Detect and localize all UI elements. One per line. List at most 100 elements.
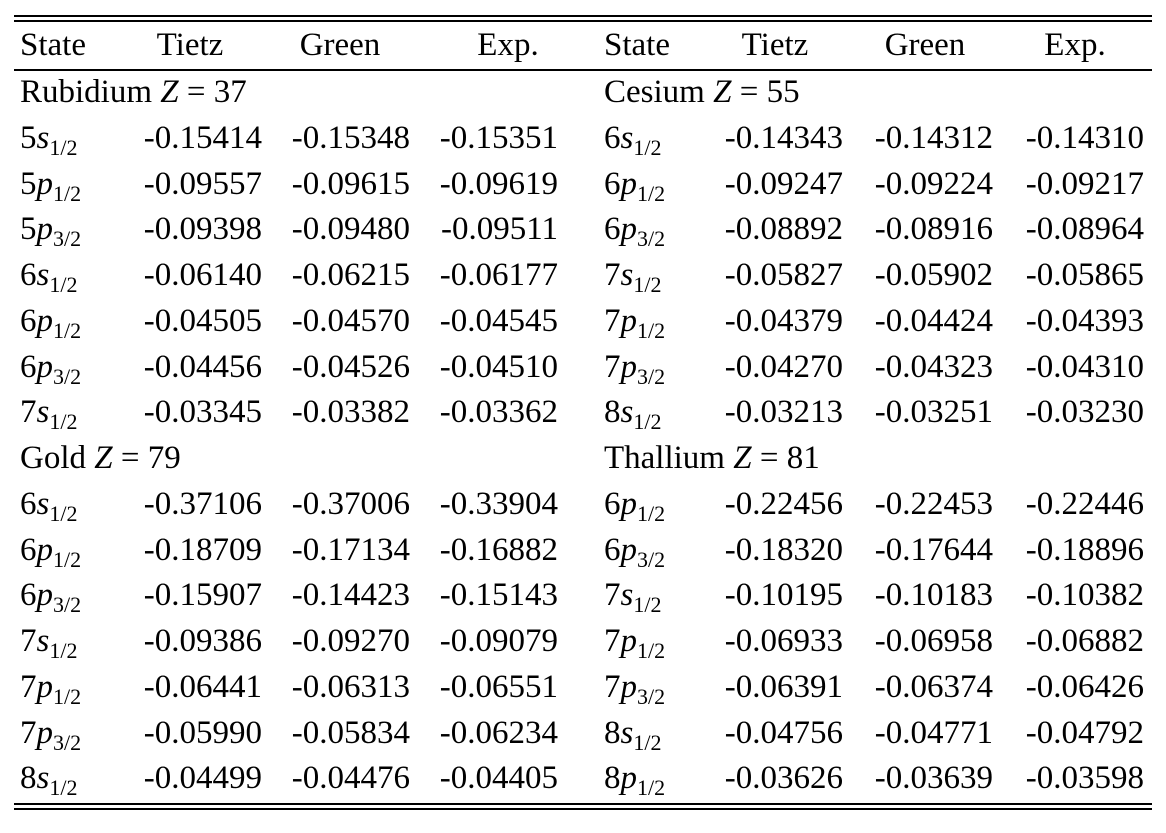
energy-value: -0.06958 — [874, 623, 993, 659]
energy-value: -0.09398 — [143, 211, 262, 248]
total-j: 1/2 — [49, 638, 78, 663]
state: 7p3/2 — [604, 347, 665, 388]
total-j: 1/2 — [49, 134, 78, 160]
energy-value: -0.22456 — [724, 485, 843, 522]
state: 7p1/2 — [604, 621, 665, 662]
principal-n: 7 — [604, 302, 621, 339]
relation: = — [186, 74, 206, 110]
total-j: 1/2 — [49, 775, 78, 801]
column-header: State — [20, 27, 86, 63]
state: 6p3/2 — [20, 347, 82, 389]
energy-value: -0.05827 — [724, 257, 843, 293]
energy-value: -0.06551 — [439, 668, 558, 705]
relation: = — [759, 440, 779, 476]
element-name: Gold — [20, 440, 86, 476]
orbital: p — [36, 165, 54, 202]
orbital: p — [620, 760, 638, 797]
orbital: s — [36, 760, 50, 797]
energy-value: -0.10382 — [1025, 577, 1144, 614]
energy-value: -0.06215 — [291, 257, 410, 293]
state: 7s1/2 — [604, 575, 662, 618]
energy-value: -0.17134 — [291, 531, 410, 568]
energy-value: -0.15348 — [291, 119, 410, 156]
state: 7p3/2 — [604, 667, 665, 708]
bottom-rule — [14, 803, 1152, 805]
orbital: s — [620, 257, 634, 293]
principal-n: 6 — [604, 531, 621, 568]
principal-n: 7 — [20, 714, 37, 751]
energy-value: -0.09615 — [291, 165, 410, 202]
energy-value: -0.08892 — [724, 211, 843, 248]
energy-value: -0.09247 — [724, 165, 843, 202]
principal-n: 8 — [604, 394, 621, 431]
element-name: Cesium — [604, 74, 705, 110]
energy-value: -0.04756 — [724, 714, 843, 751]
orbital: p — [620, 485, 638, 522]
energy-value: -0.06140 — [143, 257, 262, 293]
column-header: Green — [299, 27, 381, 63]
orbital: s — [36, 257, 50, 293]
state: 5p3/2 — [20, 209, 81, 250]
total-j: 1/2 — [633, 409, 662, 435]
state: 8s1/2 — [604, 392, 662, 435]
energy-value: -0.04570 — [291, 302, 410, 339]
z-symbol: Z — [160, 74, 179, 110]
total-j: 3/2 — [637, 546, 666, 572]
principal-n: 7 — [604, 623, 621, 659]
state: 8s1/2 — [20, 758, 78, 801]
energy-value: -0.05834 — [291, 714, 410, 751]
total-j: 1/2 — [53, 546, 82, 572]
energy-value: -0.33904 — [439, 485, 558, 522]
total-j: 1/2 — [633, 592, 662, 618]
energy-value: -0.09079 — [439, 623, 558, 659]
energy-value: -0.09217 — [1025, 165, 1144, 202]
energy-value: -0.06374 — [874, 668, 993, 705]
principal-n: 6 — [20, 577, 37, 614]
total-j: 1/2 — [53, 180, 82, 206]
orbital: p — [36, 668, 54, 705]
principal-n: 7 — [20, 668, 37, 705]
orbital: s — [620, 394, 634, 431]
energy-value: -0.03626 — [724, 760, 843, 797]
atomic-number: 37 — [213, 74, 247, 110]
state: 7s1/2 — [20, 621, 78, 663]
principal-n: 7 — [604, 577, 621, 614]
energy-value: -0.15351 — [439, 119, 558, 156]
energy-value: -0.14423 — [291, 577, 410, 614]
state: 7p1/2 — [604, 301, 665, 342]
energy-value: -0.04792 — [1025, 714, 1144, 751]
total-j: 3/2 — [53, 363, 82, 389]
column-header: State — [604, 27, 670, 63]
principal-n: 6 — [604, 485, 621, 522]
energy-value: -0.09619 — [439, 165, 558, 202]
energy-value: -0.18896 — [1025, 531, 1144, 568]
principal-n: 6 — [604, 211, 621, 248]
principal-n: 5 — [20, 165, 37, 202]
orbital: p — [620, 165, 638, 202]
principal-n: 7 — [604, 348, 621, 385]
column-header: Exp. — [477, 27, 539, 63]
relation: = — [120, 440, 140, 476]
z-symbol: Z — [94, 440, 113, 476]
element-name: Rubidium — [20, 74, 153, 110]
state: 6p1/2 — [604, 484, 666, 526]
bottom-rule — [14, 808, 1152, 810]
orbital: p — [620, 531, 638, 568]
section-header: Cesium Z = 55 — [604, 72, 800, 112]
energy-value: -0.04771 — [874, 714, 993, 751]
energy-value: -0.09511 — [440, 211, 558, 248]
energy-value: -0.09386 — [143, 623, 262, 659]
principal-n: 7 — [604, 257, 621, 293]
energy-value: -0.04270 — [724, 348, 843, 385]
orbital: p — [36, 348, 54, 385]
atomic-number: 79 — [147, 440, 181, 476]
total-j: 1/2 — [637, 500, 666, 526]
energy-value: -0.37106 — [143, 485, 262, 522]
energy-value: -0.10183 — [874, 577, 993, 614]
column-header: Green — [884, 27, 966, 63]
column-header: Tietz — [741, 27, 809, 63]
energy-value: -0.05990 — [143, 714, 262, 751]
state: 6p3/2 — [20, 575, 81, 616]
energy-value: -0.04424 — [874, 302, 993, 339]
energy-value: -0.06882 — [1025, 623, 1144, 659]
